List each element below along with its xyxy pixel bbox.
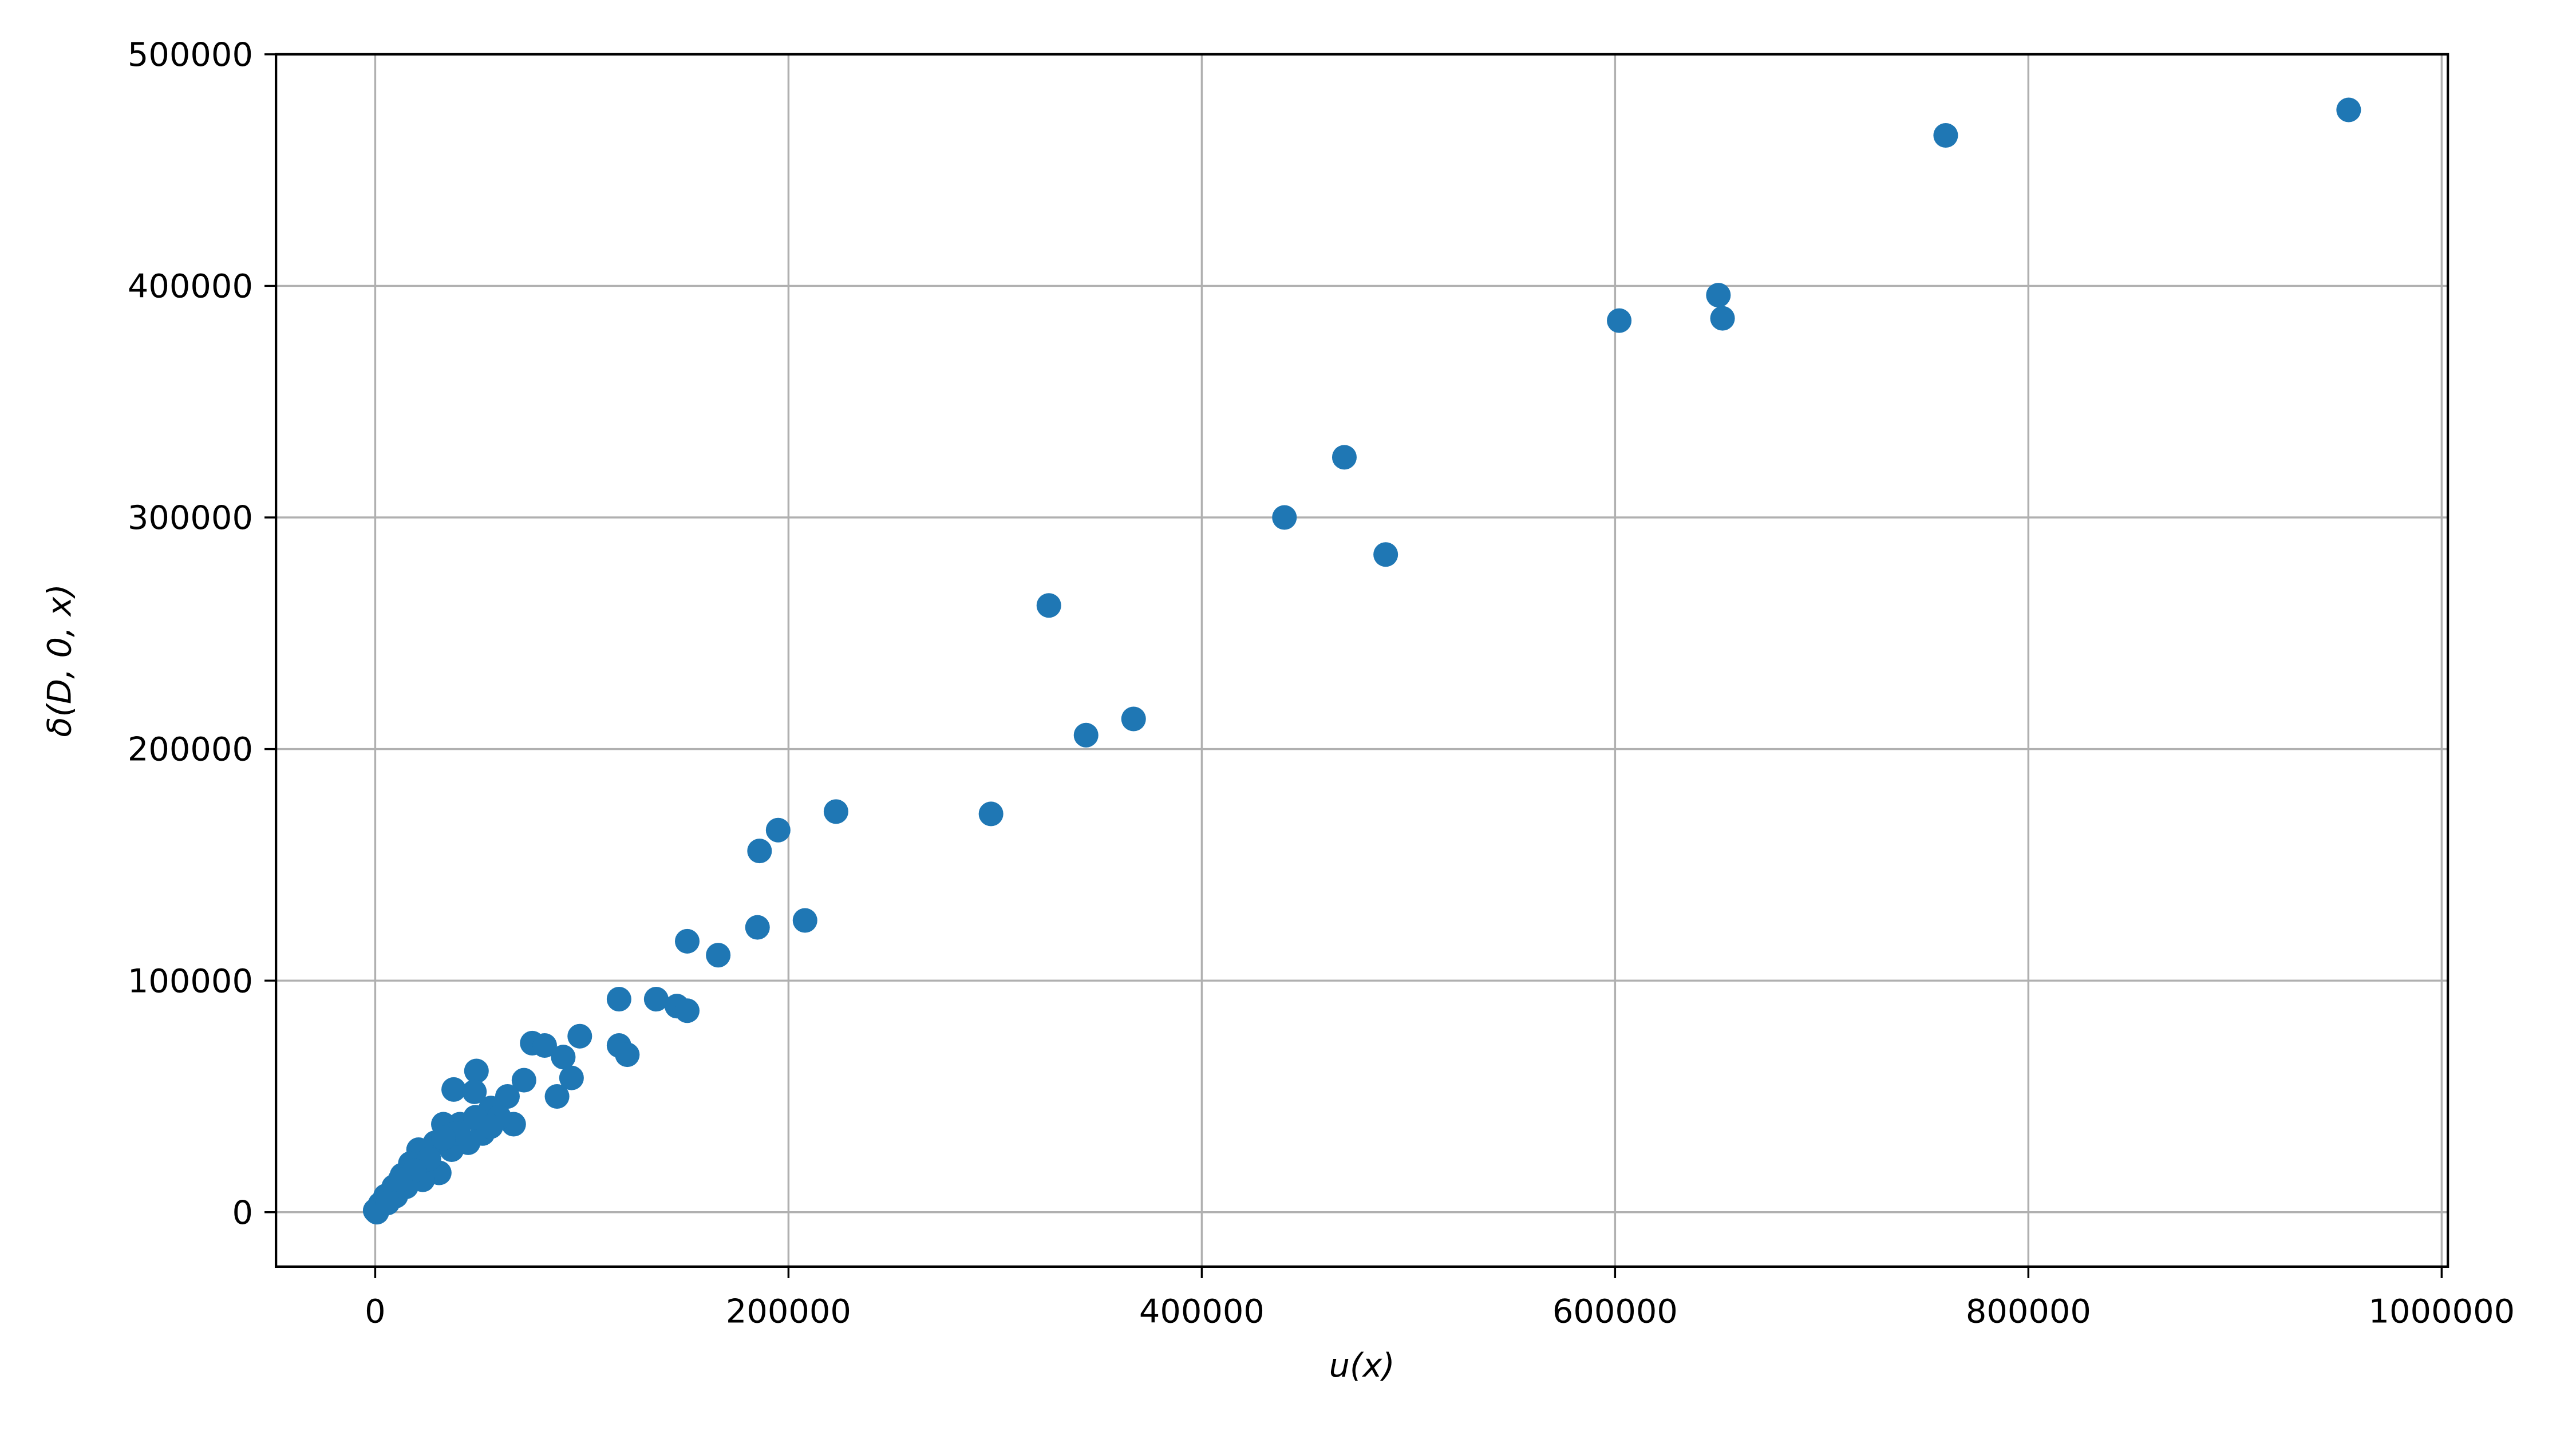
- point: [567, 1023, 592, 1049]
- point: [2336, 97, 2361, 122]
- point: [745, 915, 770, 940]
- point: [431, 1125, 456, 1151]
- x-tick-label: 400000: [1139, 1292, 1265, 1330]
- point: [792, 908, 817, 933]
- point: [551, 1045, 576, 1070]
- point: [462, 1079, 487, 1104]
- point: [1036, 593, 1061, 618]
- point: [511, 1068, 536, 1093]
- point: [1710, 306, 1735, 331]
- y-tick-label: 400000: [128, 267, 253, 306]
- x-tick-label: 800000: [1966, 1292, 2091, 1330]
- point: [559, 1065, 584, 1090]
- point: [978, 801, 1003, 827]
- x-tick-label: 200000: [726, 1292, 851, 1330]
- point: [375, 1191, 400, 1216]
- y-tick-label: 300000: [128, 499, 253, 537]
- point: [532, 1033, 557, 1058]
- x-axis-label: u(x): [1329, 1346, 1395, 1385]
- point: [1933, 122, 1958, 148]
- point: [1272, 505, 1297, 530]
- point: [479, 1114, 504, 1139]
- y-tick-label: 0: [232, 1193, 253, 1232]
- point: [747, 839, 772, 864]
- point: [643, 987, 669, 1012]
- y-axis-label: δ(D, 0, x): [40, 584, 78, 737]
- plot-background: [276, 54, 2448, 1267]
- y-tick-label: 500000: [128, 35, 253, 74]
- point: [544, 1084, 570, 1109]
- point: [674, 928, 700, 954]
- plot-frame: [274, 53, 2449, 1268]
- point: [464, 1058, 489, 1084]
- point: [823, 799, 848, 824]
- point: [388, 1167, 413, 1192]
- point: [1373, 542, 1398, 567]
- y-tick-label: 200000: [128, 730, 253, 769]
- x-tick-label: 0: [365, 1292, 386, 1330]
- point: [441, 1077, 467, 1102]
- point: [606, 987, 631, 1012]
- point: [1121, 706, 1146, 732]
- point: [1073, 722, 1099, 748]
- point: [706, 943, 731, 968]
- x-tick-label: 1000000: [2369, 1292, 2515, 1330]
- point: [1706, 283, 1731, 308]
- point: [765, 817, 791, 843]
- point: [674, 998, 700, 1023]
- point: [1607, 308, 1632, 333]
- x-tick-label: 600000: [1552, 1292, 1678, 1330]
- point: [1332, 445, 1357, 470]
- y-tick-label: 100000: [128, 962, 253, 1000]
- point: [615, 1042, 640, 1068]
